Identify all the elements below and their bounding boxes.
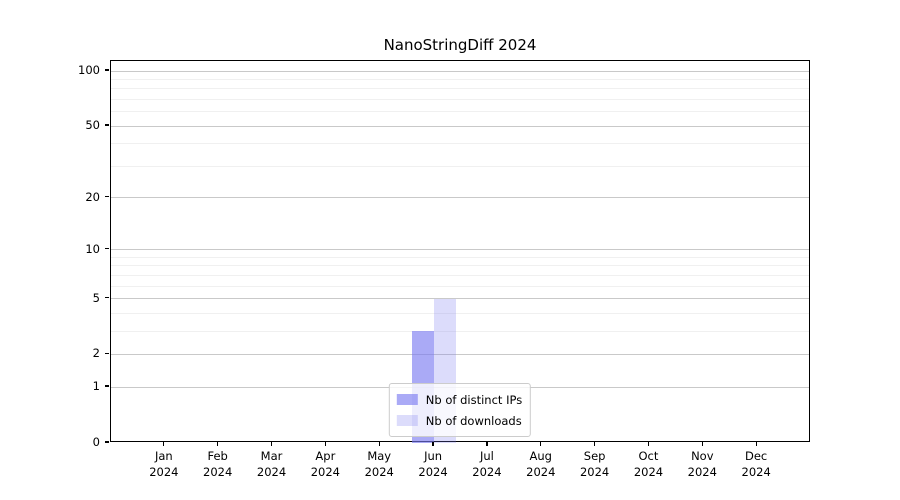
x-tick-label: Oct 2024	[633, 449, 664, 479]
minor-gridline	[111, 165, 809, 167]
minor-gridline	[111, 274, 809, 276]
y-tick	[105, 441, 109, 443]
major-gridline	[111, 249, 809, 251]
chart-title: NanoStringDiff 2024	[383, 36, 537, 54]
x-tick	[540, 442, 542, 446]
y-tick	[105, 296, 109, 299]
minor-gridline	[111, 285, 809, 287]
x-tick-label: May 2024	[364, 449, 394, 479]
x-tick	[324, 442, 327, 446]
legend-swatch-distinct-ips-icon	[396, 394, 418, 405]
y-tick	[105, 124, 109, 126]
y-tick	[105, 248, 109, 250]
x-tick	[701, 442, 703, 446]
minor-gridline	[111, 330, 809, 332]
major-gridline	[111, 70, 809, 72]
y-tick-label: 5	[92, 290, 100, 305]
major-gridline	[111, 125, 809, 127]
x-tick	[755, 442, 757, 446]
minor-gridline	[111, 265, 809, 267]
y-tick-label: 50	[85, 118, 100, 133]
plot-area: Nb of distinct IPs Nb of downloads	[110, 60, 810, 443]
x-tick-label: Jul 2024	[472, 449, 502, 479]
y-tick-label: 2	[92, 346, 100, 361]
minor-gridline	[111, 312, 809, 314]
x-tick-label: Apr 2024	[310, 449, 341, 479]
minor-gridline	[111, 88, 809, 90]
minor-gridline	[111, 111, 809, 113]
x-tick	[217, 442, 219, 446]
y-tick-label: 1	[92, 379, 100, 394]
x-tick-label: Jun 2024	[418, 449, 448, 479]
legend-swatch-downloads-icon	[396, 415, 418, 426]
minor-gridline	[111, 78, 809, 80]
x-tick	[378, 442, 380, 446]
legend-row-downloads: Nb of downloads	[396, 410, 522, 431]
major-gridline	[111, 197, 809, 199]
x-tick-label: Dec 2024	[741, 449, 771, 479]
x-tick	[593, 442, 596, 446]
y-tick	[105, 69, 109, 71]
x-tick	[432, 442, 434, 446]
major-gridline	[111, 298, 809, 300]
y-tick-label: 0	[92, 435, 100, 449]
minor-gridline	[111, 98, 809, 100]
x-tick	[486, 442, 488, 446]
legend-row-distinct-ips: Nb of distinct IPs	[396, 389, 523, 410]
x-tick-label: Nov 2024	[687, 449, 717, 479]
minor-gridline	[111, 143, 809, 145]
x-tick	[647, 442, 650, 446]
y-tick	[105, 195, 109, 198]
y-tick	[105, 352, 109, 355]
y-tick-label: 100	[78, 63, 100, 77]
legend-label-distinct-ips: Nb of distinct IPs	[425, 392, 523, 407]
x-tick	[163, 442, 165, 446]
x-tick	[270, 442, 273, 446]
x-tick-label: Feb 2024	[203, 449, 233, 479]
legend-label-downloads: Nb of downloads	[425, 413, 522, 428]
x-tick-label: Jan 2024	[149, 449, 179, 479]
x-tick-label: Aug 2024	[526, 449, 556, 479]
x-tick-label: Mar 2024	[256, 449, 287, 479]
y-tick	[105, 385, 109, 387]
major-gridline	[111, 353, 809, 355]
x-tick-label: Sep 2024	[579, 449, 610, 479]
minor-gridline	[111, 256, 809, 258]
y-tick-label: 10	[85, 241, 100, 256]
legend: Nb of distinct IPs Nb of downloads	[388, 383, 532, 437]
y-tick-label: 20	[85, 189, 100, 204]
